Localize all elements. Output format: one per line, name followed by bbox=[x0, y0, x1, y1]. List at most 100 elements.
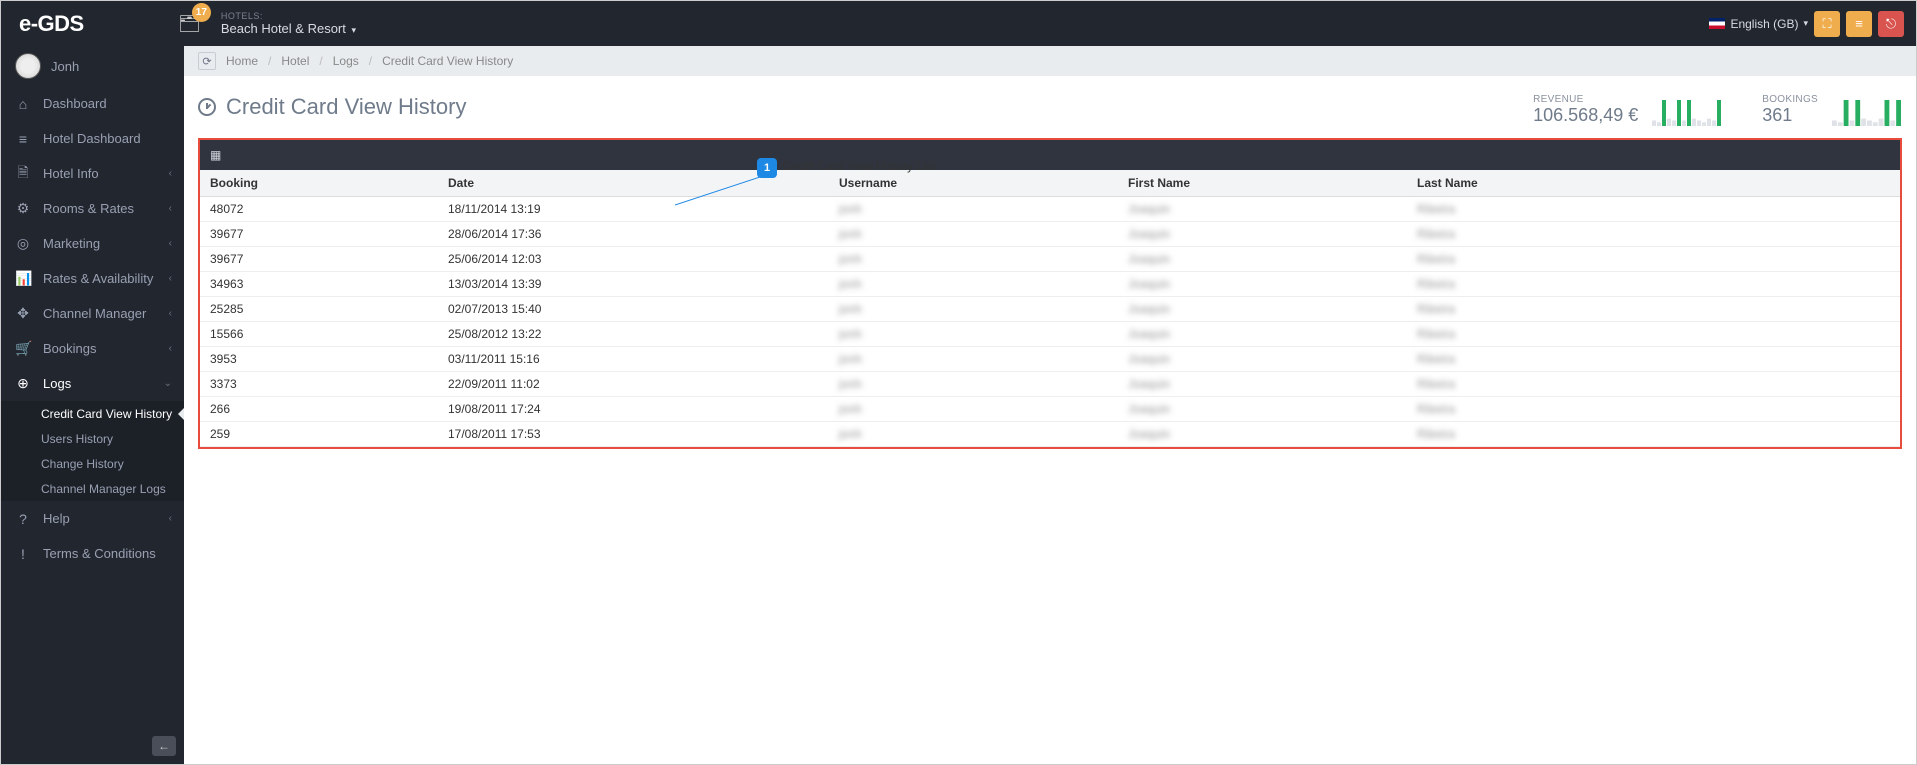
cell-booking: 266 bbox=[200, 397, 438, 422]
sidebar-sub-label: Change History bbox=[41, 457, 124, 471]
expand-icon: ⛶ bbox=[1822, 16, 1831, 32]
clock-icon bbox=[198, 98, 216, 116]
app-root: e-GDS 🗂 17 HOTELS: Beach Hotel & Resort … bbox=[0, 0, 1917, 765]
table-row[interactable]: 4807218/11/2014 13:19jonhJoaquinRibeira bbox=[200, 197, 1900, 222]
cell-booking: 15566 bbox=[200, 322, 438, 347]
cell-lastname: Ribeira bbox=[1407, 197, 1900, 222]
sidebar-item-marketing[interactable]: ◎Marketing‹ bbox=[1, 226, 184, 261]
cell-username: jonh bbox=[829, 397, 1118, 422]
cell-firstname: Joaquin bbox=[1118, 297, 1407, 322]
table-row[interactable]: 395303/11/2011 15:16jonhJoaquinRibeira bbox=[200, 347, 1900, 372]
th-username[interactable]: Username bbox=[829, 170, 1118, 197]
chevron-down-icon: ▾ bbox=[352, 25, 357, 35]
sidebar-item-terms[interactable]: !Terms & Conditions bbox=[1, 536, 184, 571]
breadcrumb-sep: / bbox=[268, 54, 271, 68]
cell-booking: 3953 bbox=[200, 347, 438, 372]
table-header-row: Booking Date Username First Name Last Na… bbox=[200, 170, 1900, 197]
sidebar-sub-label: Users History bbox=[41, 432, 113, 446]
chevron-down-icon: ⌄ bbox=[164, 378, 172, 389]
sidebar-sub-credit-card-history[interactable]: Credit Card View History bbox=[1, 401, 184, 426]
cell-username: jonh bbox=[829, 222, 1118, 247]
sidebar-item-hotel-info[interactable]: 🗎Hotel Info‹ bbox=[1, 156, 184, 191]
sidebar-item-logs[interactable]: ⊕Logs⌄ bbox=[1, 366, 184, 401]
th-firstname[interactable]: First Name bbox=[1118, 170, 1407, 197]
cell-date: 02/07/2013 15:40 bbox=[438, 297, 829, 322]
sidebar-item-bookings[interactable]: 🛒Bookings‹ bbox=[1, 331, 184, 366]
fullscreen-button[interactable]: ⛶ bbox=[1814, 11, 1840, 37]
sidebar-sub-channel-manager-logs[interactable]: Channel Manager Logs bbox=[1, 476, 184, 501]
logout-button[interactable]: ⎋ bbox=[1878, 11, 1904, 37]
cell-lastname: Ribeira bbox=[1407, 347, 1900, 372]
cell-booking: 3373 bbox=[200, 372, 438, 397]
notifications[interactable]: 🗂 17 bbox=[178, 13, 201, 34]
sidebar-item-dashboard[interactable]: ⌂Dashboard bbox=[1, 86, 184, 121]
th-lastname[interactable]: Last Name bbox=[1407, 170, 1900, 197]
hotel-selector[interactable]: HOTELS: Beach Hotel & Resort ▾ bbox=[221, 11, 356, 36]
table-icon: ▦ bbox=[210, 148, 221, 162]
cell-date: 03/11/2011 15:16 bbox=[438, 347, 829, 372]
sidebar-sub-change-history[interactable]: Change History bbox=[1, 451, 184, 476]
panel-header: ▦ bbox=[200, 140, 1900, 170]
topbar: e-GDS 🗂 17 HOTELS: Beach Hotel & Resort … bbox=[1, 1, 1916, 46]
target-icon: ◎ bbox=[15, 235, 31, 252]
stat-revenue: REVENUE 106.568,49 € bbox=[1533, 94, 1722, 126]
language-selector[interactable]: English (GB) ▾ bbox=[1709, 17, 1808, 31]
page-title: Credit Card View History bbox=[198, 94, 466, 120]
table-row[interactable]: 3967728/06/2014 17:36jonhJoaquinRibeira bbox=[200, 222, 1900, 247]
page-header: Credit Card View History REVENUE 106.568… bbox=[184, 76, 1916, 138]
cell-date: 19/08/2011 17:24 bbox=[438, 397, 829, 422]
cell-firstname: Joaquin bbox=[1118, 397, 1407, 422]
stat-bookings-value: 361 bbox=[1762, 105, 1818, 126]
sidebar-sub-users-history[interactable]: Users History bbox=[1, 426, 184, 451]
table-row[interactable]: 3496313/03/2014 13:39jonhJoaquinRibeira bbox=[200, 272, 1900, 297]
cell-username: jonh bbox=[829, 322, 1118, 347]
sidebar-item-label: Rooms & Rates bbox=[43, 201, 134, 216]
cell-lastname: Ribeira bbox=[1407, 322, 1900, 347]
stat-revenue-label: REVENUE bbox=[1533, 94, 1638, 105]
cell-firstname: Joaquin bbox=[1118, 372, 1407, 397]
sparkline-revenue bbox=[1652, 100, 1722, 126]
refresh-button[interactable]: ⟳ bbox=[198, 52, 216, 70]
cell-firstname: Joaquin bbox=[1118, 247, 1407, 272]
table-row[interactable]: 26619/08/2011 17:24jonhJoaquinRibeira bbox=[200, 397, 1900, 422]
user-name: Jonh bbox=[51, 59, 79, 74]
cell-booking: 39677 bbox=[200, 247, 438, 272]
signout-icon: ⎋ bbox=[1886, 16, 1896, 32]
breadcrumb-hotel[interactable]: Hotel bbox=[281, 54, 309, 68]
cell-date: 28/06/2014 17:36 bbox=[438, 222, 829, 247]
sidebar-item-rates-availability[interactable]: 📊Rates & Availability‹ bbox=[1, 261, 184, 296]
table-row[interactable]: 3967725/06/2014 12:03jonhJoaquinRibeira bbox=[200, 247, 1900, 272]
cell-lastname: Ribeira bbox=[1407, 297, 1900, 322]
cell-date: 17/08/2011 17:53 bbox=[438, 422, 829, 447]
sidebar-item-hotel-dashboard[interactable]: ≡ Hotel Dashboard bbox=[1, 121, 184, 156]
sidebar-item-channel-manager[interactable]: ✥Channel Manager‹ bbox=[1, 296, 184, 331]
breadcrumb: ⟳ Home/ Hotel/ Logs/ Credit Card View Hi… bbox=[184, 46, 1916, 76]
list-icon: ≡ bbox=[15, 131, 31, 147]
menu-button[interactable]: ≡ bbox=[1846, 11, 1872, 37]
chevron-left-icon: ‹ bbox=[169, 273, 172, 284]
refresh-icon: ⟳ bbox=[202, 55, 211, 68]
sparkline-bookings bbox=[1832, 100, 1902, 126]
breadcrumb-logs[interactable]: Logs bbox=[333, 54, 359, 68]
cell-firstname: Joaquin bbox=[1118, 272, 1407, 297]
table-row[interactable]: 25917/08/2011 17:53jonhJoaquinRibeira bbox=[200, 422, 1900, 447]
table-row[interactable]: 2528502/07/2013 15:40jonhJoaquinRibeira bbox=[200, 297, 1900, 322]
sidebar-item-rooms-rates[interactable]: ⚙Rooms & Rates‹ bbox=[1, 191, 184, 226]
breadcrumb-current: Credit Card View History bbox=[382, 54, 513, 68]
cell-username: jonh bbox=[829, 347, 1118, 372]
breadcrumb-home[interactable]: Home bbox=[226, 54, 258, 68]
table-row[interactable]: 337322/09/2011 11:02jonhJoaquinRibeira bbox=[200, 372, 1900, 397]
sidebar-collapse-button[interactable]: ← bbox=[152, 736, 176, 756]
th-booking[interactable]: Booking bbox=[200, 170, 438, 197]
move-icon: ✥ bbox=[15, 305, 31, 322]
breadcrumb-sep: / bbox=[319, 54, 322, 68]
cell-firstname: Joaquin bbox=[1118, 322, 1407, 347]
chevron-left-icon: ‹ bbox=[169, 168, 172, 179]
logo[interactable]: e-GDS bbox=[1, 11, 184, 37]
sidebar-item-help[interactable]: ?Help‹ bbox=[1, 501, 184, 536]
sidebar-item-label: Hotel Dashboard bbox=[43, 131, 141, 146]
table-row[interactable]: 1556625/08/2012 13:22jonhJoaquinRibeira bbox=[200, 322, 1900, 347]
sidebar-user[interactable]: Jonh bbox=[1, 46, 184, 86]
cell-booking: 25285 bbox=[200, 297, 438, 322]
sidebar-item-label: Terms & Conditions bbox=[43, 546, 156, 561]
